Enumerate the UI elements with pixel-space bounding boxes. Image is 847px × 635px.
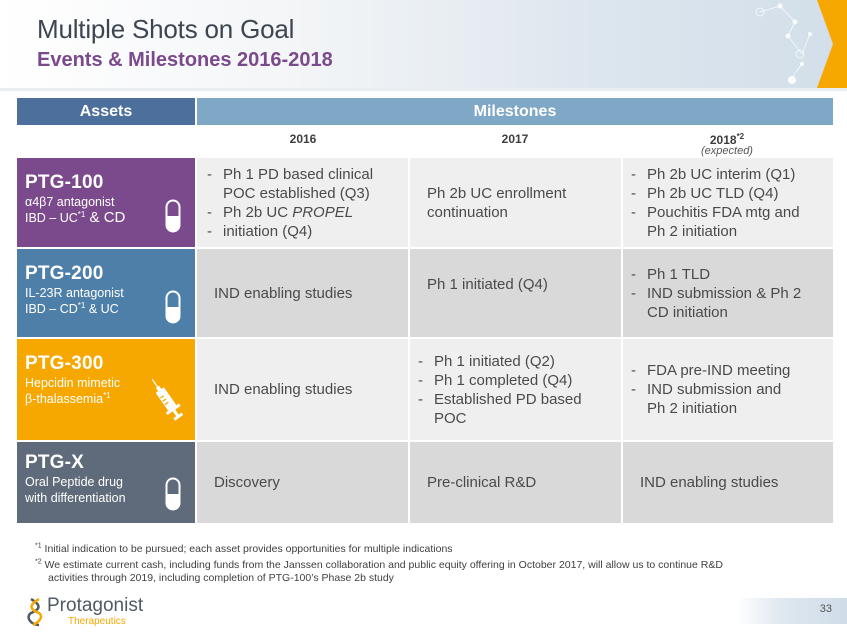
milestone-ptg-200-2017: Ph 1 initiated (Q4) xyxy=(410,249,621,337)
milestone-ptg-x-2018: IND enabling studies xyxy=(623,442,833,523)
asset-mechanism: Hepcidin mimetic xyxy=(25,376,121,390)
milestone-ptg-x-2016: Discovery xyxy=(197,442,408,523)
year-2018-label: 2018 xyxy=(709,133,737,147)
milestone-ptg-100-2017: Ph 2b UC enrollment continuation xyxy=(410,158,621,247)
dna-helix-icon xyxy=(27,597,43,627)
year-2018-footnote-mark: *2 xyxy=(736,132,745,141)
year-2016-header: 2016 xyxy=(289,132,317,146)
protagonist-logo: Protagonist Therapeutics xyxy=(27,595,177,627)
asset-name: PTG-200 xyxy=(25,263,104,284)
year-2018-header: 2018*2 xyxy=(621,132,833,147)
footnote-2: *2 We estimate current cash, including f… xyxy=(35,558,723,585)
asset-ptg-300: PTG-300 Hepcidin mimetic β-thalassemia*1 xyxy=(17,339,195,440)
asset-mechanism: Oral Peptide drug xyxy=(25,475,123,489)
asset-ptg-x: PTG-X Oral Peptide drug with differentia… xyxy=(17,442,195,523)
footnote-1: *1 Initial indication to be pursued; eac… xyxy=(35,542,453,556)
asset-ptg-200: PTG-200 IL-23R antagonist IBD – CD*1 & U… xyxy=(17,249,195,337)
assets-column-header: Assets xyxy=(17,98,195,125)
asset-name: PTG-100 xyxy=(25,172,104,193)
header-divider xyxy=(0,88,847,91)
milestone-ptg-100-2018: Ph 2b UC interim (Q1) Ph 2b UC TLD (Q4) … xyxy=(623,158,833,247)
capsule-icon xyxy=(165,199,181,233)
year-2018-expected-note: (expected) xyxy=(701,145,753,157)
milestone-ptg-x-2017: Pre-clinical R&D xyxy=(410,442,621,523)
milestones-column-header: Milestones xyxy=(197,98,833,125)
capsule-icon xyxy=(165,477,181,511)
asset-indication: with differentiation xyxy=(25,491,126,505)
milestone-ptg-300-2017: Ph 1 initiated (Q2) Ph 1 completed (Q4) … xyxy=(410,339,621,440)
milestone-ptg-100-2016: Ph 1 PD based clinical POC established (… xyxy=(197,158,408,247)
asset-name: PTG-X xyxy=(25,452,85,473)
asset-indication: IBD – UC*1 & CD xyxy=(25,209,126,226)
asset-mechanism: IL-23R antagonist xyxy=(25,286,124,300)
milestone-ptg-300-2018: FDA pre-IND meeting IND submission and P… xyxy=(623,339,833,440)
milestone-ptg-300-2016: IND enabling studies xyxy=(197,339,408,440)
asset-indication: IBD – CD*1 & UC xyxy=(25,300,119,316)
asset-mechanism: α4β7 antagonist xyxy=(25,195,115,209)
page-number: 33 xyxy=(819,603,832,615)
syringe-icon xyxy=(151,378,183,421)
milestone-ptg-200-2018: Ph 1 TLD IND submission & Ph 2 CD initia… xyxy=(623,249,833,337)
year-2017-header: 2017 xyxy=(501,132,529,146)
asset-name: PTG-300 xyxy=(25,353,104,374)
asset-indication: β-thalassemia*1 xyxy=(25,390,111,406)
capsule-icon xyxy=(165,290,181,324)
header-banner xyxy=(0,0,847,88)
asset-ptg-100: PTG-100 α4β7 antagonist IBD – UC*1 & CD xyxy=(17,158,195,247)
page-number-bar: 33 xyxy=(737,598,847,624)
milestone-ptg-200-2016: IND enabling studies xyxy=(197,249,408,337)
page-title: Multiple Shots on Goal xyxy=(37,14,295,44)
page-subtitle: Events & Milestones 2016-2018 xyxy=(37,49,333,71)
